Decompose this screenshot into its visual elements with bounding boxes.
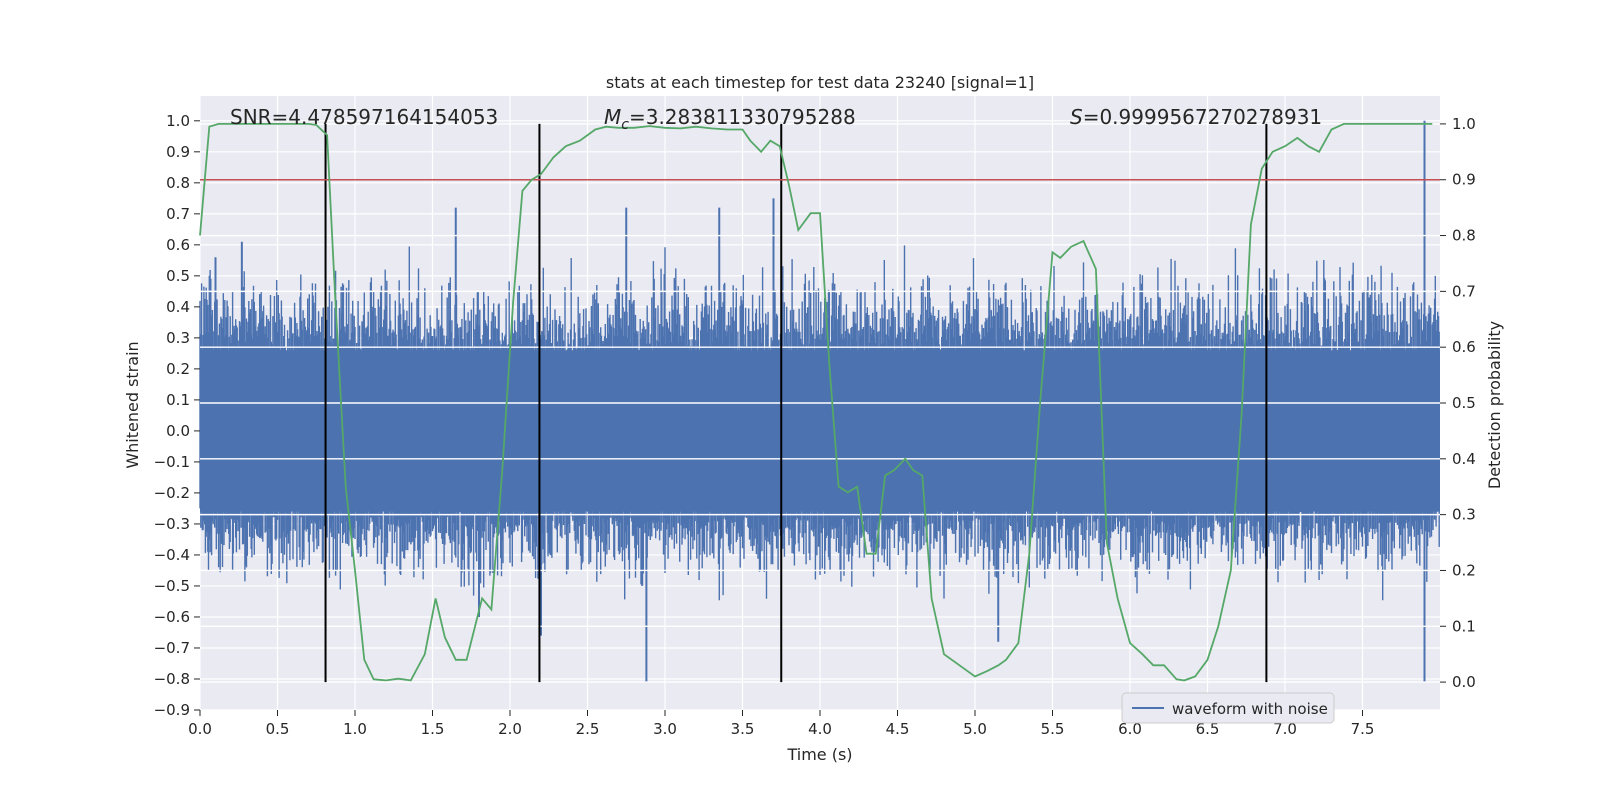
- x-tick-label: 6.5: [1196, 720, 1220, 738]
- right-tick-label: 0.1: [1452, 617, 1476, 635]
- detection-probability-line: [199, 123, 1433, 682]
- right-tick-label: 1.0: [1452, 115, 1476, 133]
- y-tick-label: 0.9: [166, 143, 190, 161]
- x-tick-label: 4.0: [808, 720, 832, 738]
- chirp-mass-subscript: c: [621, 117, 629, 133]
- x-tick-label: 2.5: [576, 720, 600, 738]
- x-tick-label: 4.5: [886, 720, 910, 738]
- y-tick-label: 0.6: [166, 236, 190, 254]
- right-tick-label: 0.2: [1452, 561, 1476, 579]
- x-tick-label: 3.0: [653, 720, 677, 738]
- y-axis-label-right: Detection probability: [1485, 321, 1504, 489]
- x-tick-label: 2.0: [498, 720, 522, 738]
- x-axis-label: Time (s): [786, 745, 852, 764]
- x-tick-label: 3.5: [731, 720, 755, 738]
- x-tick-label: 6.0: [1118, 720, 1142, 738]
- x-tick-label: 7.0: [1273, 720, 1297, 738]
- snr-annotation: SNR=4.478597164154053: [230, 105, 498, 129]
- y-tick-label: −0.5: [154, 577, 190, 595]
- y-tick-label: −0.2: [154, 484, 190, 502]
- legend: waveform with noise: [1121, 692, 1335, 724]
- y-tick-label: 0.4: [166, 298, 190, 316]
- legend-box: [1121, 692, 1335, 724]
- y-tick-label: 0.5: [166, 267, 190, 285]
- legend-label: waveform with noise: [1172, 700, 1328, 718]
- score-symbol: S: [1070, 105, 1083, 129]
- y-tick-label: −0.7: [154, 639, 190, 657]
- y-tick-label: −0.9: [154, 701, 190, 719]
- score-annotation: S=0.9999567270278931: [1070, 105, 1322, 129]
- right-tick-label: 0.4: [1452, 450, 1476, 468]
- right-tick-label: 0.0: [1452, 673, 1476, 691]
- y-tick-label: 0.8: [166, 174, 190, 192]
- chirp-mass-symbol: M: [604, 105, 621, 129]
- x-tick-label: 1.0: [343, 720, 367, 738]
- right-tick-label: 0.8: [1452, 227, 1476, 245]
- y-tick-label: 0.2: [166, 360, 190, 378]
- chart-title: stats at each timestep for test data 232…: [606, 73, 1034, 92]
- y-tick-label: −0.1: [154, 453, 190, 471]
- right-tick-label: 0.7: [1452, 282, 1476, 300]
- y-axis-label-left: Whitened strain: [123, 341, 142, 468]
- y-tick-label: 0.1: [166, 391, 190, 409]
- vertical-markers: [324, 123, 1268, 683]
- right-axis-grid: [200, 123, 1440, 683]
- strain-core-band: [200, 350, 1440, 512]
- right-tick-label: 0.6: [1452, 338, 1476, 356]
- x-tick-label: 5.0: [963, 720, 987, 738]
- y-tick-label: −0.3: [154, 515, 190, 533]
- chirp-mass-value: =3.283811330795288: [629, 105, 856, 129]
- right-tick-label: 0.9: [1452, 171, 1476, 189]
- x-tick-label: 0.5: [266, 720, 290, 738]
- y-tick-label: −0.8: [154, 670, 190, 688]
- x-tick-label: 5.5: [1041, 720, 1065, 738]
- y-tick-label: 0.3: [166, 329, 190, 347]
- x-tick-label: 1.5: [421, 720, 445, 738]
- y-tick-label: 0.7: [166, 205, 190, 223]
- score-value: =0.9999567270278931: [1083, 105, 1322, 129]
- right-tick-label: 0.3: [1452, 506, 1476, 524]
- axis-ticks: 0.0 0.5 1.0 1.5 2.0 2.5 3.0 3.5 4.0 4.5 5.0 5.5 6.0 6…: [154, 112, 1476, 738]
- right-tick-label: 0.5: [1452, 394, 1476, 412]
- x-tick-label: 7.5: [1351, 720, 1375, 738]
- chirp-mass-annotation: Mc=3.283811330795288: [604, 105, 856, 133]
- y-tick-label: 0.0: [166, 422, 190, 440]
- y-tick-label: 1.0: [166, 112, 190, 130]
- x-tick-label: 0.0: [188, 720, 212, 738]
- strain-series: [199, 120, 1440, 683]
- y-tick-label: −0.4: [154, 546, 190, 564]
- y-tick-label: −0.6: [154, 608, 190, 626]
